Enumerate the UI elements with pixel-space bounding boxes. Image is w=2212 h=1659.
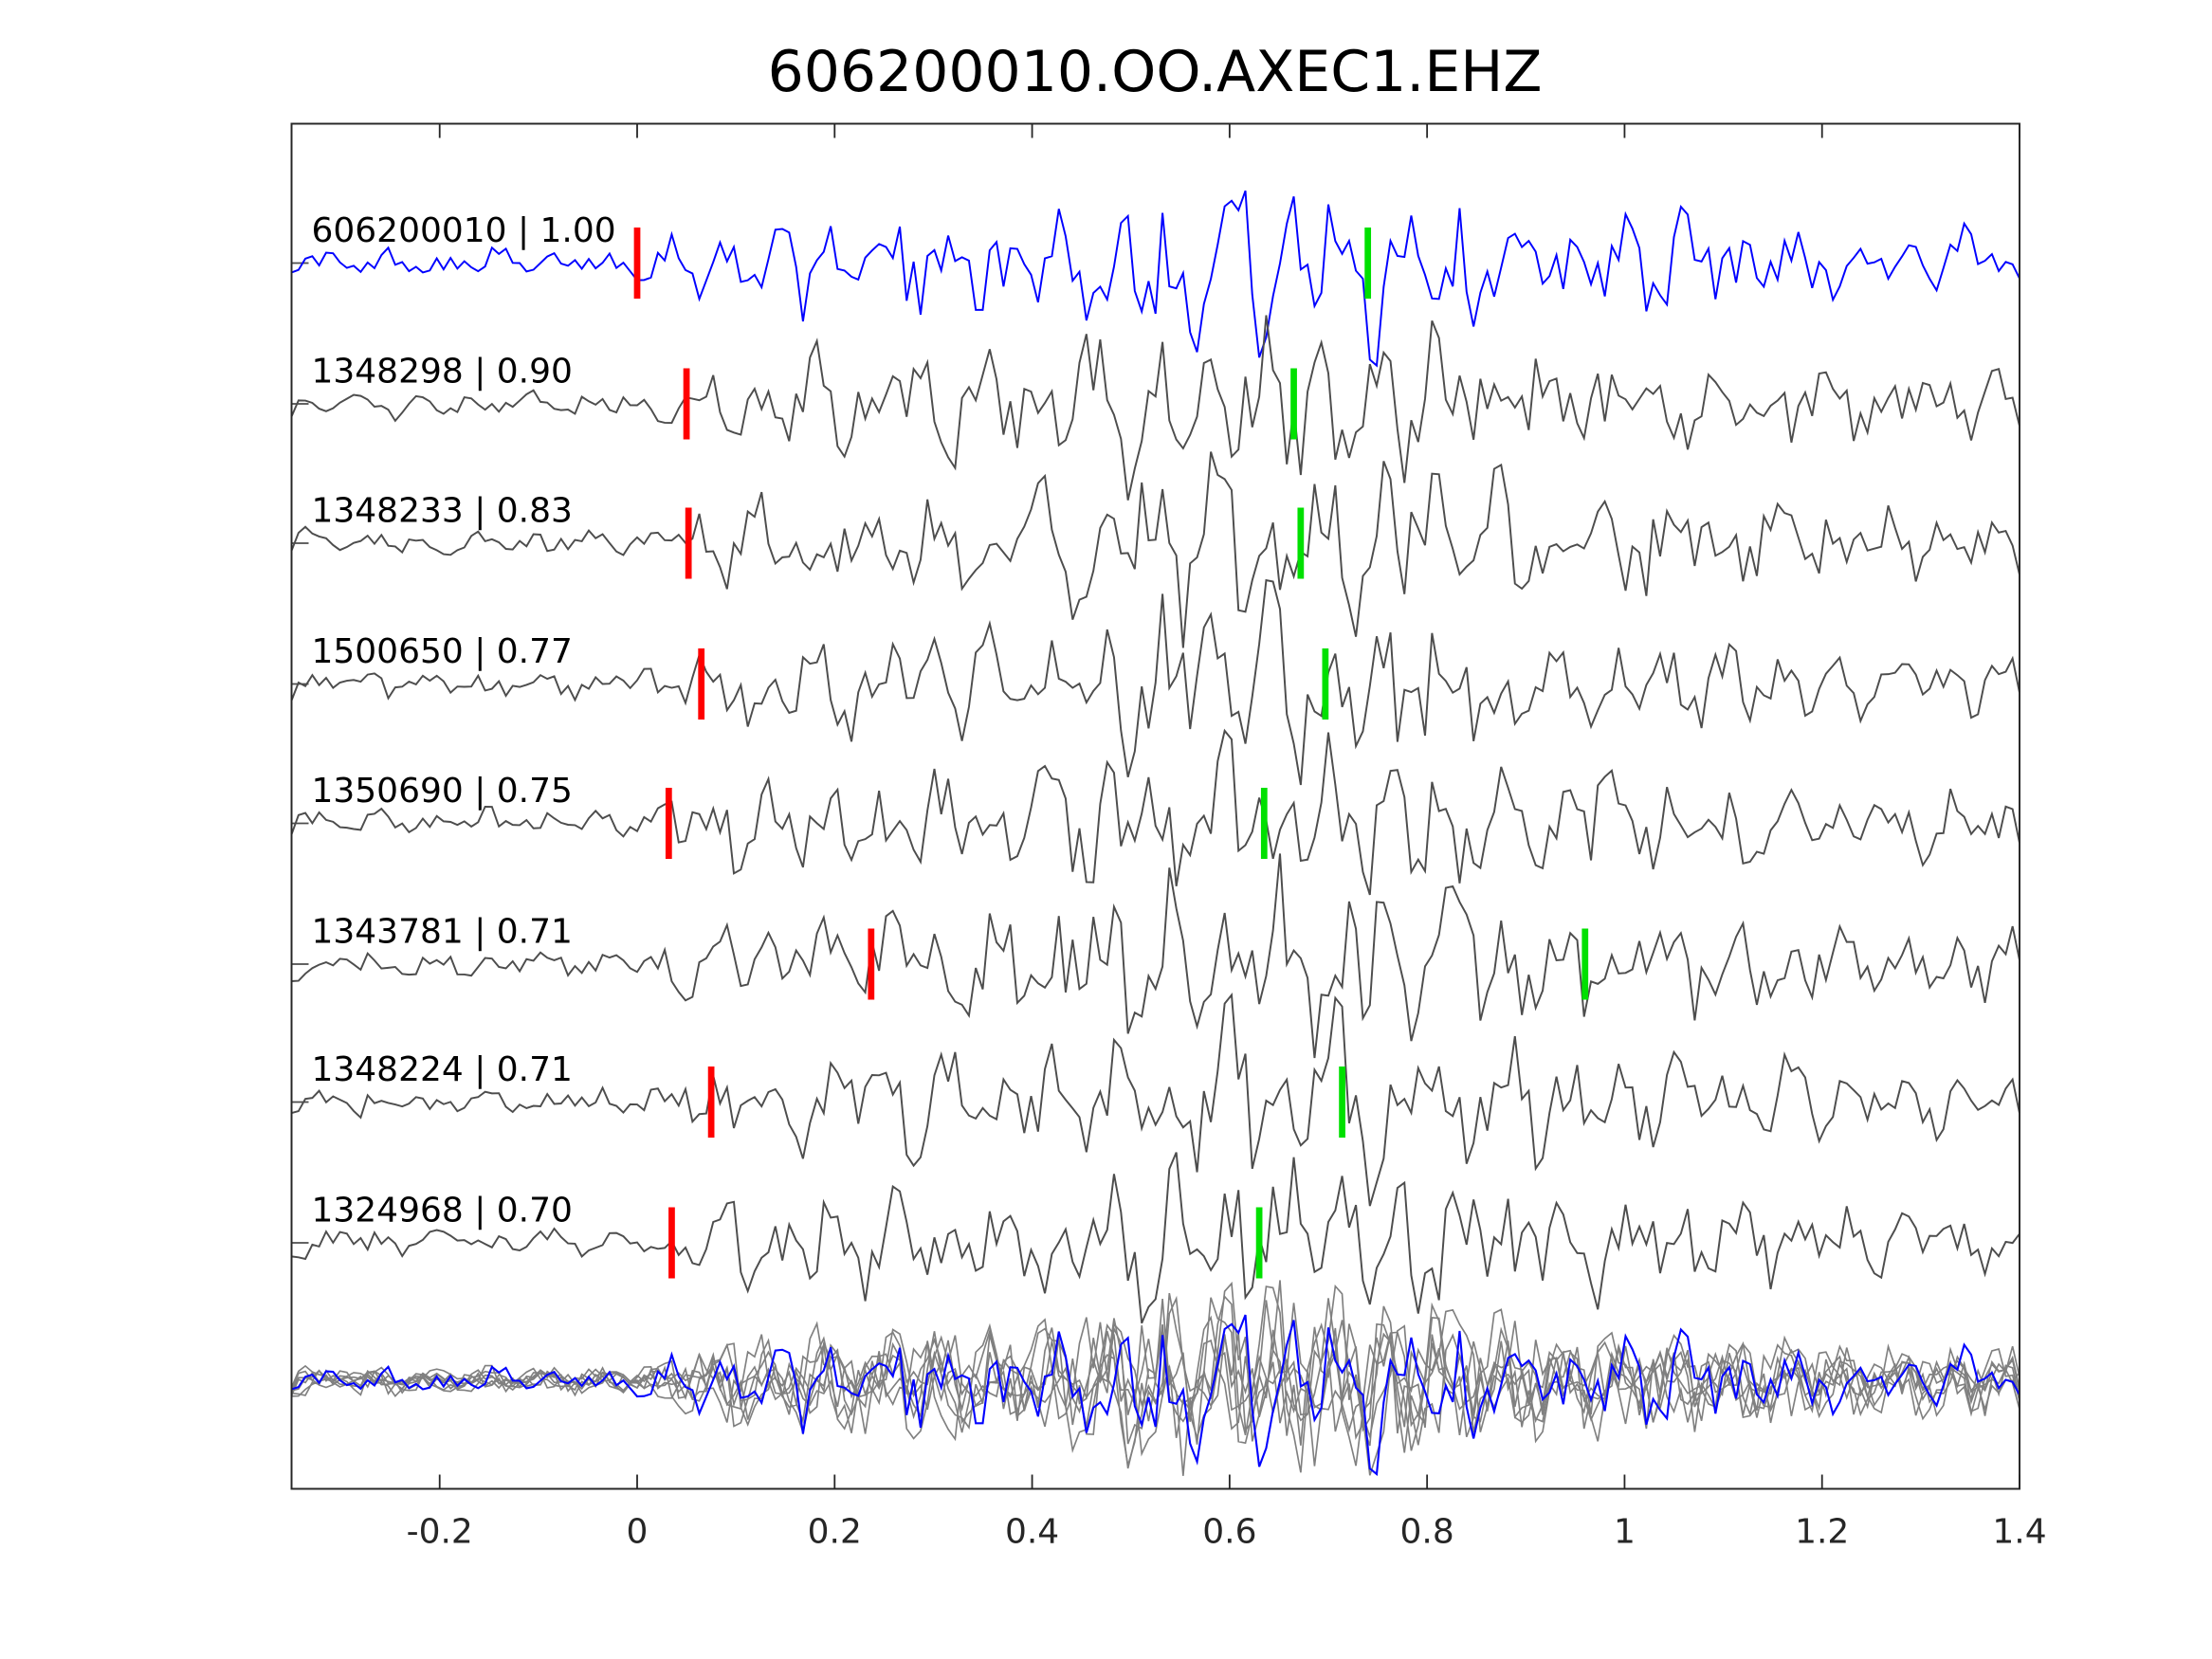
trace-label: 1348224 | 0.71	[312, 1050, 573, 1089]
trace-waveform	[290, 728, 2020, 896]
chart-title: 606200010.OO.AXEC1.EHZ	[768, 39, 1543, 105]
stack-overlay-trace	[290, 1295, 2020, 1447]
stack-overlay-trace	[291, 1295, 2020, 1457]
x-tick-label: -0.2	[407, 1512, 473, 1551]
axes-frame	[290, 122, 2020, 1490]
x-tick-label: 0.8	[1400, 1512, 1454, 1551]
stack-overlay-trace	[291, 1280, 2020, 1467]
trace-waveform	[291, 1152, 2020, 1324]
trace-waveform	[290, 451, 2020, 648]
trace-label: 1324968 | 0.70	[312, 1191, 573, 1230]
stack-overlay-trace	[291, 1281, 2020, 1476]
trace-waveform	[290, 315, 2020, 501]
stack-template-trace	[291, 1314, 2020, 1476]
x-tick-label: 0.2	[808, 1512, 862, 1551]
trace-label: 1348298 | 0.90	[312, 352, 573, 391]
x-tick-label: 1.4	[1992, 1512, 2046, 1551]
trace-waveform	[291, 993, 2020, 1207]
trace-waveform	[291, 853, 2020, 1059]
x-tick-label: 0.4	[1005, 1512, 1059, 1551]
template-trace	[291, 190, 2020, 368]
trace-label: 606200010 | 1.00	[312, 211, 616, 250]
trace-label: 1343781 | 0.71	[312, 912, 573, 951]
x-tick-label: 0	[627, 1512, 649, 1551]
trace-label: 1500650 | 0.77	[312, 632, 573, 671]
trace-waveform	[290, 578, 2020, 786]
trace-label: 1350690 | 0.75	[312, 772, 573, 811]
trace-label: 1348233 | 0.83	[312, 491, 573, 530]
x-tick-label: 1	[1614, 1512, 1636, 1551]
x-tick-label: 1.2	[1795, 1512, 1849, 1551]
x-tick-label: 0.6	[1202, 1512, 1256, 1551]
